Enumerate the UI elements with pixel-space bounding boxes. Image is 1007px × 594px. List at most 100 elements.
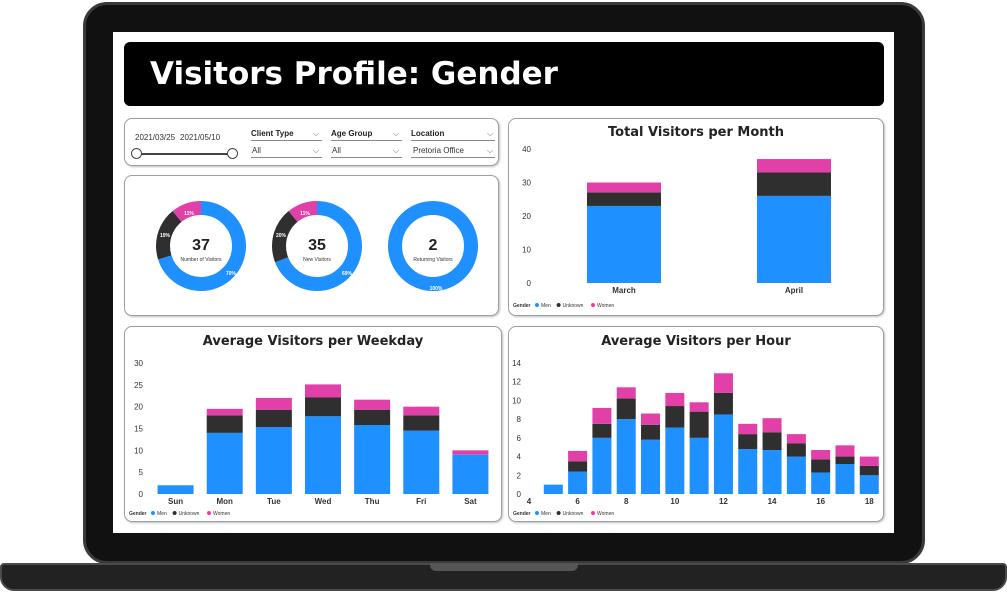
y-tick-label: 12 xyxy=(512,378,521,387)
kpi-value: 35 xyxy=(308,237,326,254)
bar-segment-women xyxy=(689,402,709,412)
y-tick-label: 14 xyxy=(512,359,521,368)
donut-percent-label: 11% xyxy=(184,211,194,217)
y-tick-label: 10 xyxy=(134,446,143,455)
bar-segment-unknown xyxy=(757,172,831,196)
date-slider-end-handle[interactable] xyxy=(227,148,238,159)
bar-segment-men xyxy=(157,485,194,494)
bar-segment-women xyxy=(587,182,661,193)
bar-segment-unknown xyxy=(568,461,588,472)
x-tick-label: Thu xyxy=(365,497,380,506)
dropdown-underline xyxy=(411,140,495,141)
y-tick-label: 4 xyxy=(517,453,522,462)
bar-segment-women xyxy=(713,373,733,393)
x-tick-label: Sun xyxy=(168,497,183,506)
y-tick-label: 30 xyxy=(134,359,143,368)
y-tick-label: 8 xyxy=(517,415,522,424)
age-group-value: All xyxy=(332,146,341,155)
chart-title: Average Visitors per Weekday xyxy=(202,334,424,349)
donut-percent-label: 69% xyxy=(342,271,353,277)
dropdown-underline xyxy=(331,140,402,141)
bar-segment-women xyxy=(811,450,831,460)
bar-segment-men xyxy=(762,450,782,494)
chevron-down-icon: ⌵ xyxy=(393,129,400,138)
bar-segment-women xyxy=(206,408,243,416)
x-tick-label: Sat xyxy=(464,497,477,506)
y-tick-label: 10 xyxy=(522,246,531,255)
date-end: 2021/05/10 xyxy=(180,133,221,142)
x-tick-label: 16 xyxy=(816,497,825,506)
bar-segment-women xyxy=(403,406,440,416)
title-banner: Visitors Profile: Gender xyxy=(124,42,884,106)
bar-segment-men xyxy=(859,475,879,494)
kpi-value: 37 xyxy=(192,237,210,254)
legend-title: Gender xyxy=(129,511,147,517)
bar-segment-unknown xyxy=(738,434,758,450)
bar-segment-unknown xyxy=(811,459,831,473)
bar-segment-women xyxy=(835,445,855,457)
y-tick-label: 0 xyxy=(517,490,522,499)
donut-segment xyxy=(156,201,246,291)
bar-segment-women xyxy=(859,456,879,466)
kpi-label: Number of Visitors xyxy=(180,257,222,263)
x-tick-label: 10 xyxy=(670,497,679,506)
date-slider-start-handle[interactable] xyxy=(131,148,142,159)
legend-title: Gender xyxy=(513,303,531,309)
bar-segment-unknown xyxy=(616,398,636,420)
legend-item: Men xyxy=(157,511,167,517)
y-tick-label: 30 xyxy=(522,179,531,188)
client-type-label: Client Type xyxy=(251,129,294,138)
y-tick-label: 0 xyxy=(139,490,144,499)
dropdown-underline xyxy=(331,157,402,158)
location-label: Location xyxy=(411,129,445,138)
bar-segment-men xyxy=(587,205,661,283)
legend-item: Men xyxy=(541,511,551,517)
bar-segment-men xyxy=(305,416,341,494)
bar-segment-women xyxy=(452,450,489,455)
y-tick-label: 5 xyxy=(139,468,144,477)
bar-segment-men xyxy=(255,427,292,494)
bar-segment-men xyxy=(641,439,661,494)
bar-segment-men xyxy=(811,472,831,494)
bar-segment-men xyxy=(452,454,489,494)
bar-segment-unknown xyxy=(665,406,685,428)
x-tick-label: 8 xyxy=(624,497,629,506)
y-tick-label: 10 xyxy=(512,396,521,405)
bar-segment-men xyxy=(206,432,243,494)
x-tick-label: 14 xyxy=(768,497,777,506)
donut-segment xyxy=(272,201,362,291)
x-tick-label: April xyxy=(785,286,803,295)
bar-segment-unknown xyxy=(835,456,855,465)
x-tick-label: 12 xyxy=(719,497,728,506)
bar-segment-men xyxy=(568,471,588,494)
bar-segment-men xyxy=(713,414,733,494)
legend-item: Unknown xyxy=(179,511,200,517)
date-slider-track[interactable] xyxy=(135,153,231,155)
bar-segment-women xyxy=(641,413,661,425)
x-tick-label: March xyxy=(612,286,636,295)
bar-segment-unknown xyxy=(354,409,391,426)
month-chart-panel: Total Visitors per Month 0 10 20 30 40 March A… xyxy=(508,118,884,316)
hour-chart: 0 2 4 6 8 10 12 14 4 6 8 10 12 14 16 18 Gender Men Unknown… xyxy=(512,359,879,517)
x-tick-label: Wed xyxy=(315,497,332,506)
laptop-notch xyxy=(430,563,578,571)
month-chart: 0 10 20 30 40 March April Gender Men Unknown Women xyxy=(513,145,831,309)
bar-segment-men xyxy=(354,425,391,494)
legend-item: Women xyxy=(597,303,614,309)
bar-segment-women xyxy=(354,399,391,410)
y-tick-label: 2 xyxy=(517,471,522,480)
bar-segment-women xyxy=(738,423,758,435)
x-tick-label: Tue xyxy=(267,497,281,506)
chart-title: Total Visitors per Month xyxy=(608,125,784,140)
bar-segment-men xyxy=(403,430,440,494)
legend-item: Men xyxy=(541,303,551,309)
dropdown-underline xyxy=(411,157,495,158)
bar-segment-women xyxy=(665,392,685,407)
bar-segment-women xyxy=(255,397,292,410)
age-group-label: Age Group xyxy=(331,129,373,138)
filters-panel: 2021/03/25 2021/05/10 Client Type ⌵ All … xyxy=(124,118,499,166)
kpi-label: New Visitors xyxy=(303,257,331,263)
chart-title: Average Visitors per Hour xyxy=(601,334,791,349)
weekday-chart-panel: Average Visitors per Weekday 0 5 10 15 20 25 3… xyxy=(124,326,502,522)
bar-segment-men xyxy=(543,484,563,494)
